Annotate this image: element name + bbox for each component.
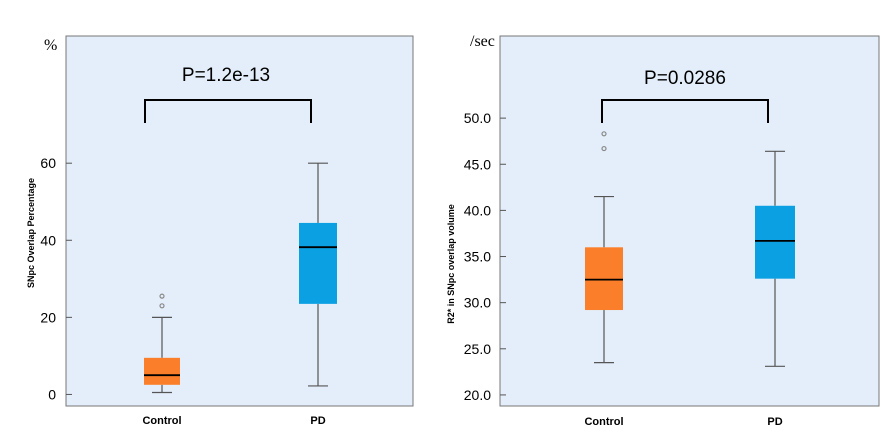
left-y-tick-label: 0 [48, 386, 56, 402]
left-unit-label: % [44, 37, 57, 54]
right-y-ticks: 20.0 25.0 30.0 35.0 40.0 45.0 50.0 [464, 110, 506, 403]
right-y-tick-label: 25.0 [464, 341, 491, 357]
left-p-value: P=1.2e-13 [182, 65, 270, 86]
right-category-label-pd: PD [767, 416, 782, 428]
right-boxes [585, 131, 795, 367]
right-y-tick-label: 50.0 [464, 110, 491, 126]
right-box-pd [755, 150, 795, 367]
right-y-tick-label: 30.0 [464, 295, 491, 311]
right-box-control [585, 131, 623, 364]
outlier-point [159, 293, 165, 299]
right-y-tick-label: 35.0 [464, 249, 491, 265]
left-y-axis-label: SNpc Overlap Percentage [26, 178, 36, 288]
iqr-box [299, 222, 337, 304]
outlier-point [601, 145, 607, 152]
right-plot-area [499, 35, 880, 407]
right-category-label-control: Control [584, 416, 623, 428]
left-y-tick-label: 60 [40, 155, 56, 171]
left-y-ticks: 0 20 40 60 [40, 155, 72, 402]
left-y-tick-label: 20 [40, 309, 56, 325]
left-boxes [144, 162, 337, 394]
left-plot-area [65, 35, 414, 407]
left-category-label-control: Control [142, 415, 181, 427]
left-chart: % SNpc Overlap Percentage 0 20 40 60 Contro… [26, 35, 414, 427]
right-y-tick-label: 45.0 [464, 156, 491, 172]
left-category-label-pd: PD [310, 415, 325, 427]
right-significance-bracket [601, 99, 769, 123]
iqr-box [755, 205, 795, 279]
right-unit-label: /sec [470, 33, 495, 50]
right-y-tick-label: 40.0 [464, 202, 491, 218]
right-y-tick-label: 20.0 [464, 387, 491, 403]
right-p-value: P=0.0286 [644, 68, 726, 89]
outlier-point [159, 303, 165, 309]
right-chart: /sec R2* in SNpc overlap volume 20.0 25.0… [446, 33, 880, 428]
iqr-box [144, 357, 180, 385]
left-significance-bracket [144, 99, 312, 123]
left-box-pd [299, 162, 337, 387]
left-box-control [144, 293, 180, 394]
outlier-point [601, 131, 607, 137]
right-y-axis-label: R2* in SNpc overlap volume [446, 204, 456, 324]
left-y-tick-label: 40 [40, 232, 56, 248]
iqr-box [585, 247, 623, 311]
